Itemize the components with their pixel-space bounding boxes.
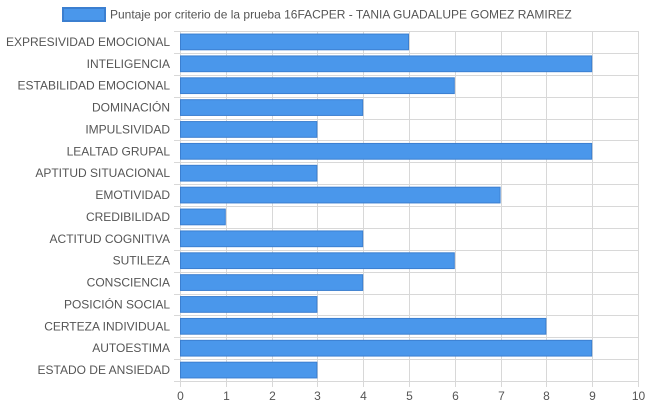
y-category-label: SUTILEZA	[113, 254, 170, 268]
bar	[180, 361, 318, 379]
x-tick-label: 10	[632, 389, 646, 403]
bar	[180, 142, 593, 160]
y-category-label: AUTOESTIMA	[92, 341, 170, 355]
bar	[180, 121, 318, 138]
y-category-label: POSICIÓN SOCIAL	[64, 296, 170, 311]
legend-label: Puntaje por criterio de la prueba 16FACP…	[110, 8, 572, 22]
y-category-label: INTELIGENCIA	[87, 57, 170, 71]
y-category-label: CREDIBILIDAD	[86, 210, 170, 224]
x-tick-label: 7	[498, 389, 505, 403]
y-category-label: ACTITUD COGNITIVA	[50, 232, 170, 246]
y-category-label: ESTADO DE ANSIEDAD	[38, 363, 171, 377]
bar	[180, 208, 226, 226]
y-category-label: CONSCIENCIA	[87, 276, 170, 290]
y-category-label: LEALTAD GRUPAL	[67, 144, 171, 158]
bar	[180, 296, 318, 313]
bar	[180, 252, 455, 270]
x-tick-label: 0	[177, 389, 184, 403]
x-tick-label: 8	[543, 389, 550, 403]
bar	[180, 317, 547, 335]
y-category-label: ESTABILIDAD EMOCIONAL	[18, 79, 171, 93]
bar	[180, 274, 364, 291]
bar	[180, 230, 364, 248]
y-category-label: EXPRESIVIDAD EMOCIONAL	[6, 35, 170, 49]
x-tick-label: 5	[406, 389, 413, 403]
bar	[180, 77, 455, 95]
legend: Puntaje por criterio de la prueba 16FACP…	[62, 7, 572, 22]
legend-swatch[interactable]	[62, 7, 106, 22]
y-axis-labels: EXPRESIVIDAD EMOCIONAL INTELIGENCIA ESTABI…	[6, 35, 170, 377]
x-tick-label: 2	[269, 389, 276, 403]
y-category-label: APTITUD SITUACIONAL	[35, 166, 170, 180]
y-category-label: EMOTIVIDAD	[95, 188, 170, 202]
x-tick-label: 6	[452, 389, 459, 403]
y-category-label: CERTEZA INDIVIDUAL	[44, 319, 170, 333]
x-tick-label: 1	[223, 389, 230, 403]
bar	[180, 33, 409, 51]
y-category-label: DOMINACIÓN	[92, 100, 170, 115]
bar	[180, 99, 364, 116]
bar	[180, 55, 593, 73]
x-tick-label: 4	[360, 389, 367, 403]
x-tick-label: 3	[314, 389, 321, 403]
bar	[180, 186, 501, 204]
x-axis-labels: 0 1 2 3 4 5 6 7 8 9 10	[177, 389, 645, 403]
x-tick-label: 9	[589, 389, 596, 403]
y-category-label: IMPULSIVIDAD	[85, 122, 170, 136]
bar	[180, 339, 593, 357]
bars	[180, 33, 593, 379]
bar	[180, 164, 318, 182]
